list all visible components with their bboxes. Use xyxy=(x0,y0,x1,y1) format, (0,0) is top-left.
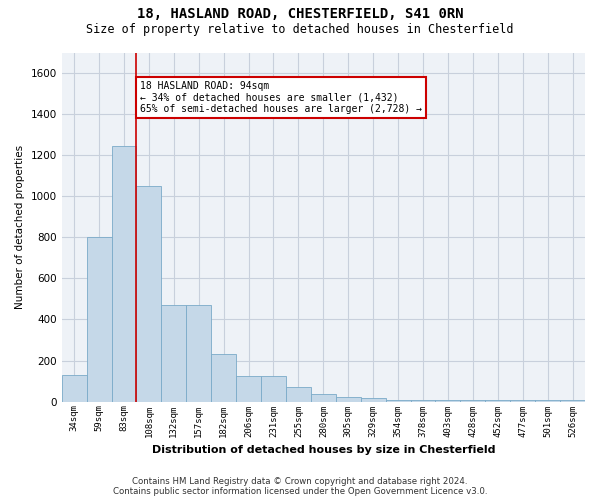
Bar xyxy=(410,400,436,402)
Bar xyxy=(560,400,585,402)
Bar xyxy=(86,238,112,402)
Bar xyxy=(510,400,535,402)
Bar xyxy=(236,376,261,402)
Bar xyxy=(161,305,186,402)
Bar xyxy=(112,146,136,402)
Bar xyxy=(261,376,286,402)
Bar xyxy=(311,394,336,402)
Bar xyxy=(485,400,510,402)
Bar xyxy=(436,400,460,402)
Text: Contains HM Land Registry data © Crown copyright and database right 2024.
Contai: Contains HM Land Registry data © Crown c… xyxy=(113,476,487,496)
Bar xyxy=(460,400,485,402)
Bar xyxy=(386,400,410,402)
X-axis label: Distribution of detached houses by size in Chesterfield: Distribution of detached houses by size … xyxy=(152,445,495,455)
Bar xyxy=(186,305,211,402)
Text: Size of property relative to detached houses in Chesterfield: Size of property relative to detached ho… xyxy=(86,22,514,36)
Bar xyxy=(62,375,86,402)
Bar xyxy=(211,354,236,402)
Y-axis label: Number of detached properties: Number of detached properties xyxy=(15,145,25,309)
Bar xyxy=(535,400,560,402)
Bar xyxy=(361,398,386,402)
Text: 18 HASLAND ROAD: 94sqm
← 34% of detached houses are smaller (1,432)
65% of semi-: 18 HASLAND ROAD: 94sqm ← 34% of detached… xyxy=(140,82,422,114)
Text: 18, HASLAND ROAD, CHESTERFIELD, S41 0RN: 18, HASLAND ROAD, CHESTERFIELD, S41 0RN xyxy=(137,8,463,22)
Bar xyxy=(136,186,161,402)
Bar xyxy=(286,388,311,402)
Bar xyxy=(336,396,361,402)
